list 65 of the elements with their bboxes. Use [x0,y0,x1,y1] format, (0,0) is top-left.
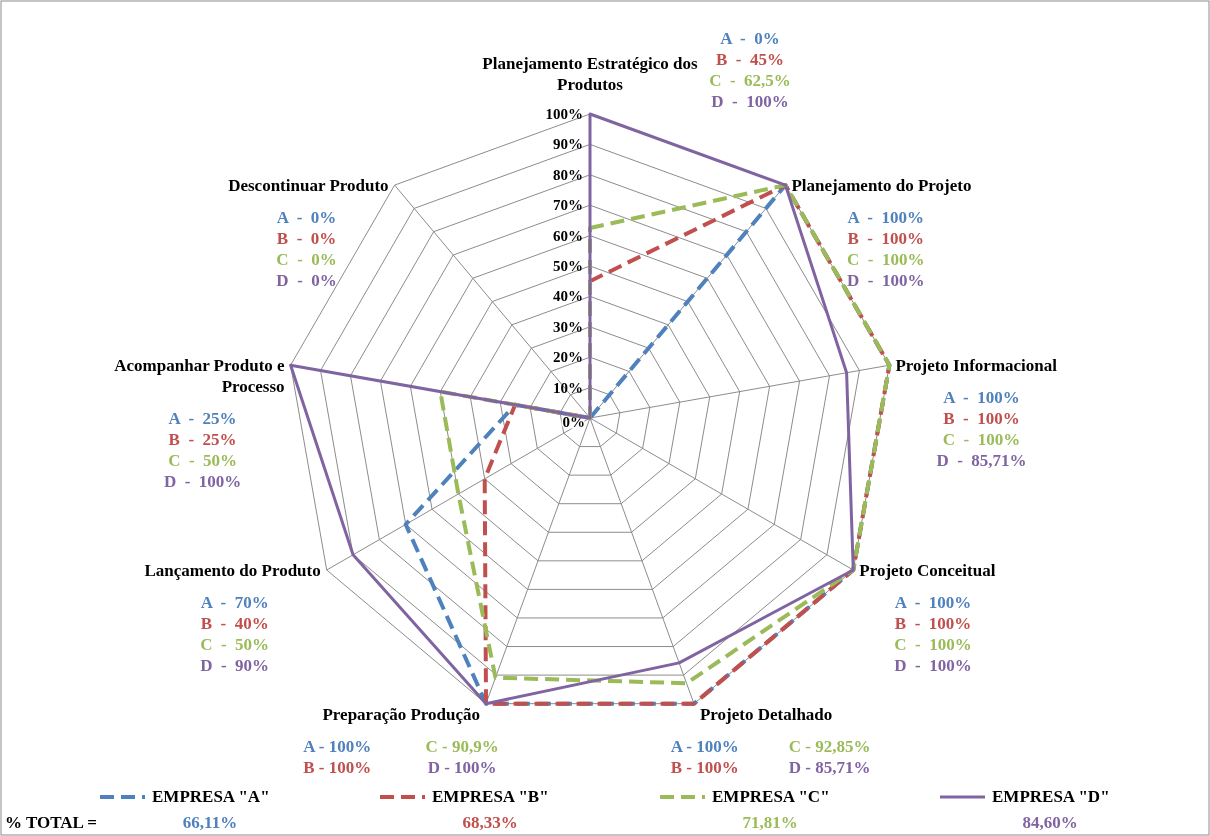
spoke-label: Preparação Produção [322,704,481,724]
text: D - 90% [200,656,270,675]
y-tick-label: 20% [553,349,583,366]
y-tick-label: 0% [562,414,585,430]
text: B - 45% [716,50,784,69]
text: A - 25% [168,409,237,429]
text: A - 100% [894,593,972,612]
spoke-label: Descontinuar Produto [228,176,389,196]
text: D - 0% [276,271,337,291]
text: C - 0% [276,250,337,270]
y-tick-label: 40% [553,288,583,305]
y-tick-label: 90% [553,136,583,153]
y-tick-label: 60% [553,227,583,244]
text: B - 100% [670,757,739,777]
spoke-label: Projeto Informacional [895,356,1058,376]
text: A - 70% [200,593,269,612]
y-tick-label: 30% [553,318,583,335]
text: C - 100% [846,250,925,270]
text: B - 100% [943,409,1020,429]
text: A - 0% [276,208,337,228]
spoke-label: Lançamento do Produto [144,561,321,580]
text: B - 100% [894,614,972,633]
legend-label: EMPRESA "D" [992,787,1110,806]
text: D - 100% [711,92,789,111]
text: B - 25% [168,430,237,450]
spoke-label: Planejamento Estratégico dos Produtos [482,54,699,94]
text: C - 100% [942,430,1021,450]
text: D - 100% [163,472,242,492]
text: 68,33% [462,813,518,832]
spoke-label: Projeto Conceitual [859,561,996,580]
text: A - 100% [943,388,1020,408]
legend-label: EMPRESA "B" [432,787,549,806]
text: D - 85,71% [936,451,1027,471]
spoke-label: Projeto Detalhado [699,704,833,724]
text: D - 100% [427,757,497,777]
text: B - 0% [276,229,337,249]
text: A - 0% [720,29,780,48]
text: C - 90,9% [425,736,499,756]
text: 84,60% [1022,813,1078,832]
text: A - 100% [847,208,924,228]
text: C - 50% [168,451,238,471]
text: D - 100% [846,271,925,291]
text: C - 100% [894,635,972,654]
spoke-label: Acompanhar Produto e Processo [114,356,286,397]
legend-label: EMPRESA "C" [712,787,830,806]
text: C - 50% [200,635,270,654]
y-tick-label: 50% [553,258,583,274]
y-tick-label: 80% [553,166,583,183]
text: 71,81% [742,813,798,832]
text: B - 40% [200,614,269,633]
text: A - 100% [670,736,739,756]
text: A - 100% [303,736,372,756]
text: B - 100% [303,757,372,777]
text: D - 85,71% [788,757,871,777]
legend-label: EMPRESA "A" [152,787,270,806]
text: D - 100% [894,656,972,675]
text: % TOTAL = [5,813,97,832]
text: C - 62,5% [709,71,791,90]
y-tick-label: 10% [553,379,583,396]
spoke-label: Planejamento do Projeto [791,176,972,196]
y-tick-label: 100% [545,106,583,122]
text: B - 100% [847,229,924,249]
text: 66,11% [182,813,238,832]
text: C - 92,85% [788,736,871,756]
y-tick-label: 70% [553,197,583,214]
